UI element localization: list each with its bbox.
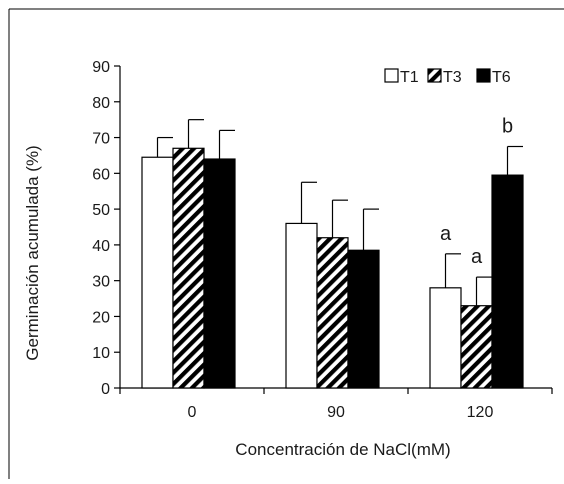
significance-label: a [440, 223, 452, 245]
legend-label: T6 [492, 69, 511, 86]
bar-t6 [203, 158, 236, 389]
y-tick-label: 40 [92, 238, 110, 255]
legend-swatch-t6 [476, 68, 491, 83]
bar-t3 [460, 305, 493, 389]
y-tick-label: 70 [92, 131, 110, 148]
legend-label: T1 [400, 69, 419, 86]
bar-t6 [491, 174, 524, 389]
bar-t3 [316, 237, 349, 389]
bars: aa b [141, 116, 524, 389]
y-tick-label: 50 [92, 202, 110, 219]
y-tick-label: 0 [101, 381, 110, 398]
legend: T1 T3 T6 [384, 68, 511, 86]
x-axis: 0 90 120 [119, 387, 553, 421]
x-tick-label: 90 [327, 404, 345, 421]
y-axis-label: Germinación acumulada (%) [23, 145, 42, 360]
y-tick-label: 90 [92, 59, 110, 76]
y-tick-label: 20 [92, 309, 110, 326]
bar-t1 [141, 156, 174, 389]
x-tick-label: 0 [188, 404, 197, 421]
legend-swatch-t1 [384, 68, 399, 83]
bar-t3 [172, 147, 205, 389]
y-axis: 0 10 20 30 40 50 60 70 80 90 [92, 59, 121, 398]
y-tick-label: 30 [92, 274, 110, 291]
bar-t1 [285, 222, 318, 389]
legend-swatch-t3 [427, 68, 442, 83]
significance-label: a [471, 246, 483, 268]
y-tick-label: 60 [92, 166, 110, 183]
legend-label: T3 [443, 69, 462, 86]
bar-t6 [347, 249, 380, 389]
significance-label: b [502, 116, 513, 138]
x-tick-label: 120 [467, 404, 494, 421]
bar-t1 [429, 287, 462, 389]
x-axis-label: Concentración de NaCl(mM) [235, 440, 450, 459]
y-tick-label: 80 [92, 95, 110, 112]
y-tick-label: 10 [92, 345, 110, 362]
